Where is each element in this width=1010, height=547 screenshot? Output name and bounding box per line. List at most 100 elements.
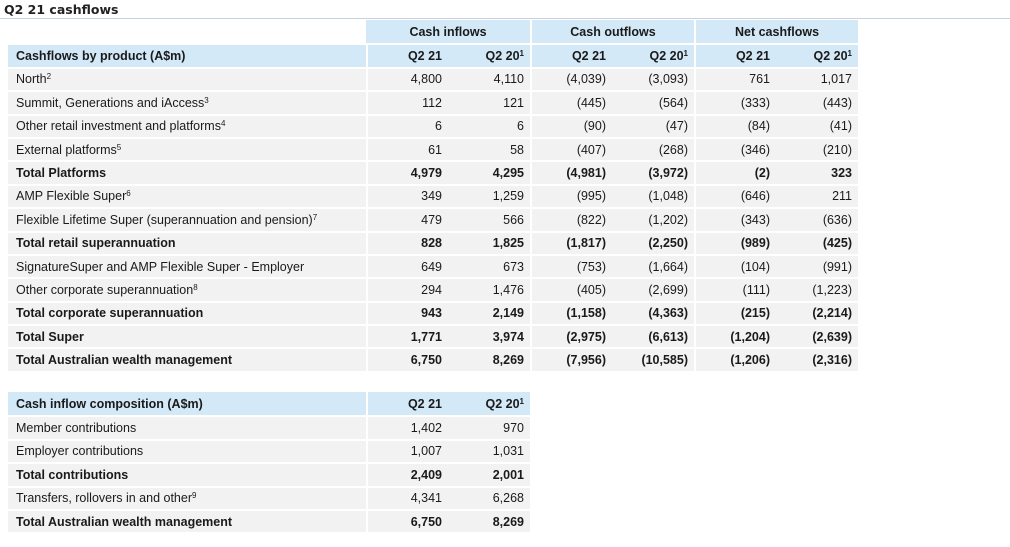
value-cell: (646) bbox=[694, 183, 776, 208]
table-row: Other corporate superannuation8 294 1,476(… bbox=[8, 277, 858, 301]
value-cell: (445) bbox=[530, 90, 612, 114]
value-cell: (3,972) bbox=[612, 160, 694, 184]
value-cell: (407) bbox=[530, 136, 612, 161]
value-cell: 2,001 bbox=[448, 462, 530, 486]
group-header-cash-outflows: Cash outflows bbox=[530, 20, 694, 44]
value-cell: 6 bbox=[366, 113, 448, 137]
table-row: SignatureSuper and AMP Flexible Super - … bbox=[8, 253, 858, 278]
value-cell: (2,316) bbox=[776, 347, 858, 371]
value-cell: (636) bbox=[776, 207, 858, 231]
value-cell: 479 bbox=[366, 207, 448, 231]
table-row: Employer contributions 1,007 1,031 bbox=[8, 438, 530, 463]
value-cell: 6,750 bbox=[366, 508, 448, 533]
value-cell: 8,269 bbox=[448, 347, 530, 371]
value-cell: (41) bbox=[776, 113, 858, 137]
column-header: Q2 201 bbox=[612, 43, 694, 67]
value-cell: (4,981) bbox=[530, 160, 612, 184]
value-cell: (1,817) bbox=[530, 230, 612, 254]
value-cell: 121 bbox=[448, 90, 530, 114]
table-row: Total Super 1,771 3,974 (2,975) (6,613) (1,20… bbox=[8, 324, 858, 348]
row-label-text: Member contributions bbox=[16, 421, 137, 436]
value-cell: 2,149 bbox=[448, 300, 530, 325]
value-cell: 4,341 bbox=[366, 485, 448, 509]
value-cell: 1,259 bbox=[448, 183, 530, 208]
value-cell: 4,800 bbox=[366, 66, 448, 91]
value-cell: 211 bbox=[776, 183, 858, 208]
row-label: Other retail investment and platforms4 bbox=[8, 113, 366, 137]
row-label: SignatureSuper and AMP Flexible Super - … bbox=[8, 253, 366, 278]
value-cell: (1,202) bbox=[612, 207, 694, 231]
value-cell: (111) bbox=[694, 277, 776, 301]
row-label: Total Super bbox=[8, 324, 366, 348]
row-label: Summit, Generations and iAccess3 bbox=[8, 90, 366, 114]
row-label-text: Flexible Lifetime Super (superannuation … bbox=[16, 212, 313, 227]
column-header: Q2 21 bbox=[366, 392, 448, 416]
column-header-text: Q2 21 bbox=[571, 49, 606, 64]
value-cell: (104) bbox=[694, 253, 776, 278]
value-cell: 1,017 bbox=[776, 66, 858, 91]
value-cell: (268) bbox=[612, 136, 694, 161]
value-cell: (4,363) bbox=[612, 300, 694, 325]
row-label-text: Total retail superannuation bbox=[16, 236, 176, 251]
value-cell: 4,295 bbox=[448, 160, 530, 184]
value-cell: (333) bbox=[694, 90, 776, 114]
value-cell: (1,204) bbox=[694, 324, 776, 348]
value-cell: 112 bbox=[366, 90, 448, 114]
column-header-text: Q2 20 bbox=[813, 49, 848, 64]
table-row: Member contributions 1,402 970 bbox=[8, 415, 530, 439]
value-cell: 4,979 bbox=[366, 160, 448, 184]
row-label: Member contributions bbox=[8, 415, 366, 439]
value-cell: 3,974 bbox=[448, 324, 530, 348]
row-label-text: AMP Flexible Super bbox=[16, 189, 127, 204]
value-cell: (47) bbox=[612, 113, 694, 137]
value-cell: 1,007 bbox=[366, 438, 448, 463]
row-label-text: Other retail investment and platforms bbox=[16, 119, 221, 134]
column-header-text: Q2 20 bbox=[485, 396, 520, 411]
footnote-ref: 1 bbox=[519, 396, 524, 406]
row-label-text: Total Australian wealth management bbox=[16, 353, 233, 368]
row-label-text: Total corporate superannuation bbox=[16, 306, 204, 321]
table-row: Total Australian wealth management 6,750 8… bbox=[8, 347, 858, 371]
value-cell: 8,269 bbox=[448, 508, 530, 533]
value-cell: 6,750 bbox=[366, 347, 448, 371]
value-cell: (215) bbox=[694, 300, 776, 325]
column-header-row: Cashflows by product (A$m) Q2 21 Q2 201 Q2 … bbox=[8, 43, 858, 67]
footnote-ref: 2 bbox=[46, 72, 52, 82]
cash-inflow-composition-table: Cash inflow composition (A$m) Q2 21 Q2 201… bbox=[8, 392, 530, 533]
table-row: Total Platforms 4,979 4,295 (4,981) (3,972)(… bbox=[8, 160, 858, 184]
value-cell: 61 bbox=[366, 136, 448, 161]
value-cell: 1,402 bbox=[366, 415, 448, 439]
value-cell: (1,223) bbox=[776, 277, 858, 301]
row-label: External platforms5 bbox=[8, 136, 366, 161]
table-row: External platforms5 61 58 (407) (268) (346) (2… bbox=[8, 136, 858, 161]
row-label-text: External platforms bbox=[16, 142, 117, 157]
column-header-text: Q2 21 bbox=[735, 49, 770, 64]
value-cell: 761 bbox=[694, 66, 776, 91]
value-cell: 4,110 bbox=[448, 66, 530, 91]
row-label-text: Total Platforms bbox=[16, 166, 107, 181]
value-cell: 566 bbox=[448, 207, 530, 231]
value-cell: 828 bbox=[366, 230, 448, 254]
value-cell: (6,613) bbox=[612, 324, 694, 348]
row-label-text: Employer contributions bbox=[16, 444, 144, 459]
footnote-ref: 4 bbox=[220, 119, 226, 129]
value-cell: 1,825 bbox=[448, 230, 530, 254]
footnote-ref: 3 bbox=[204, 95, 209, 105]
footnote-ref: 1 bbox=[683, 49, 688, 59]
row-label-text: Total Super bbox=[16, 329, 84, 344]
footnote-ref: 1 bbox=[519, 49, 524, 59]
column-header: Q2 21 bbox=[530, 43, 612, 67]
value-cell: 323 bbox=[776, 160, 858, 184]
value-cell: (4,039) bbox=[530, 66, 612, 91]
value-cell: 58 bbox=[448, 136, 530, 161]
value-cell: (2,214) bbox=[776, 300, 858, 325]
value-cell: 970 bbox=[448, 415, 530, 439]
value-cell: (7,956) bbox=[530, 347, 612, 371]
value-cell: (425) bbox=[776, 230, 858, 254]
group-header-net-cashflows: Net cashflows bbox=[694, 20, 858, 44]
table-row: Total corporate superannuation 943 2,149 (1… bbox=[8, 300, 858, 325]
header-label: Cash inflow composition (A$m) bbox=[8, 392, 366, 416]
value-cell: (1,158) bbox=[530, 300, 612, 325]
value-cell: 1,476 bbox=[448, 277, 530, 301]
footnote-ref: 1 bbox=[847, 49, 852, 59]
